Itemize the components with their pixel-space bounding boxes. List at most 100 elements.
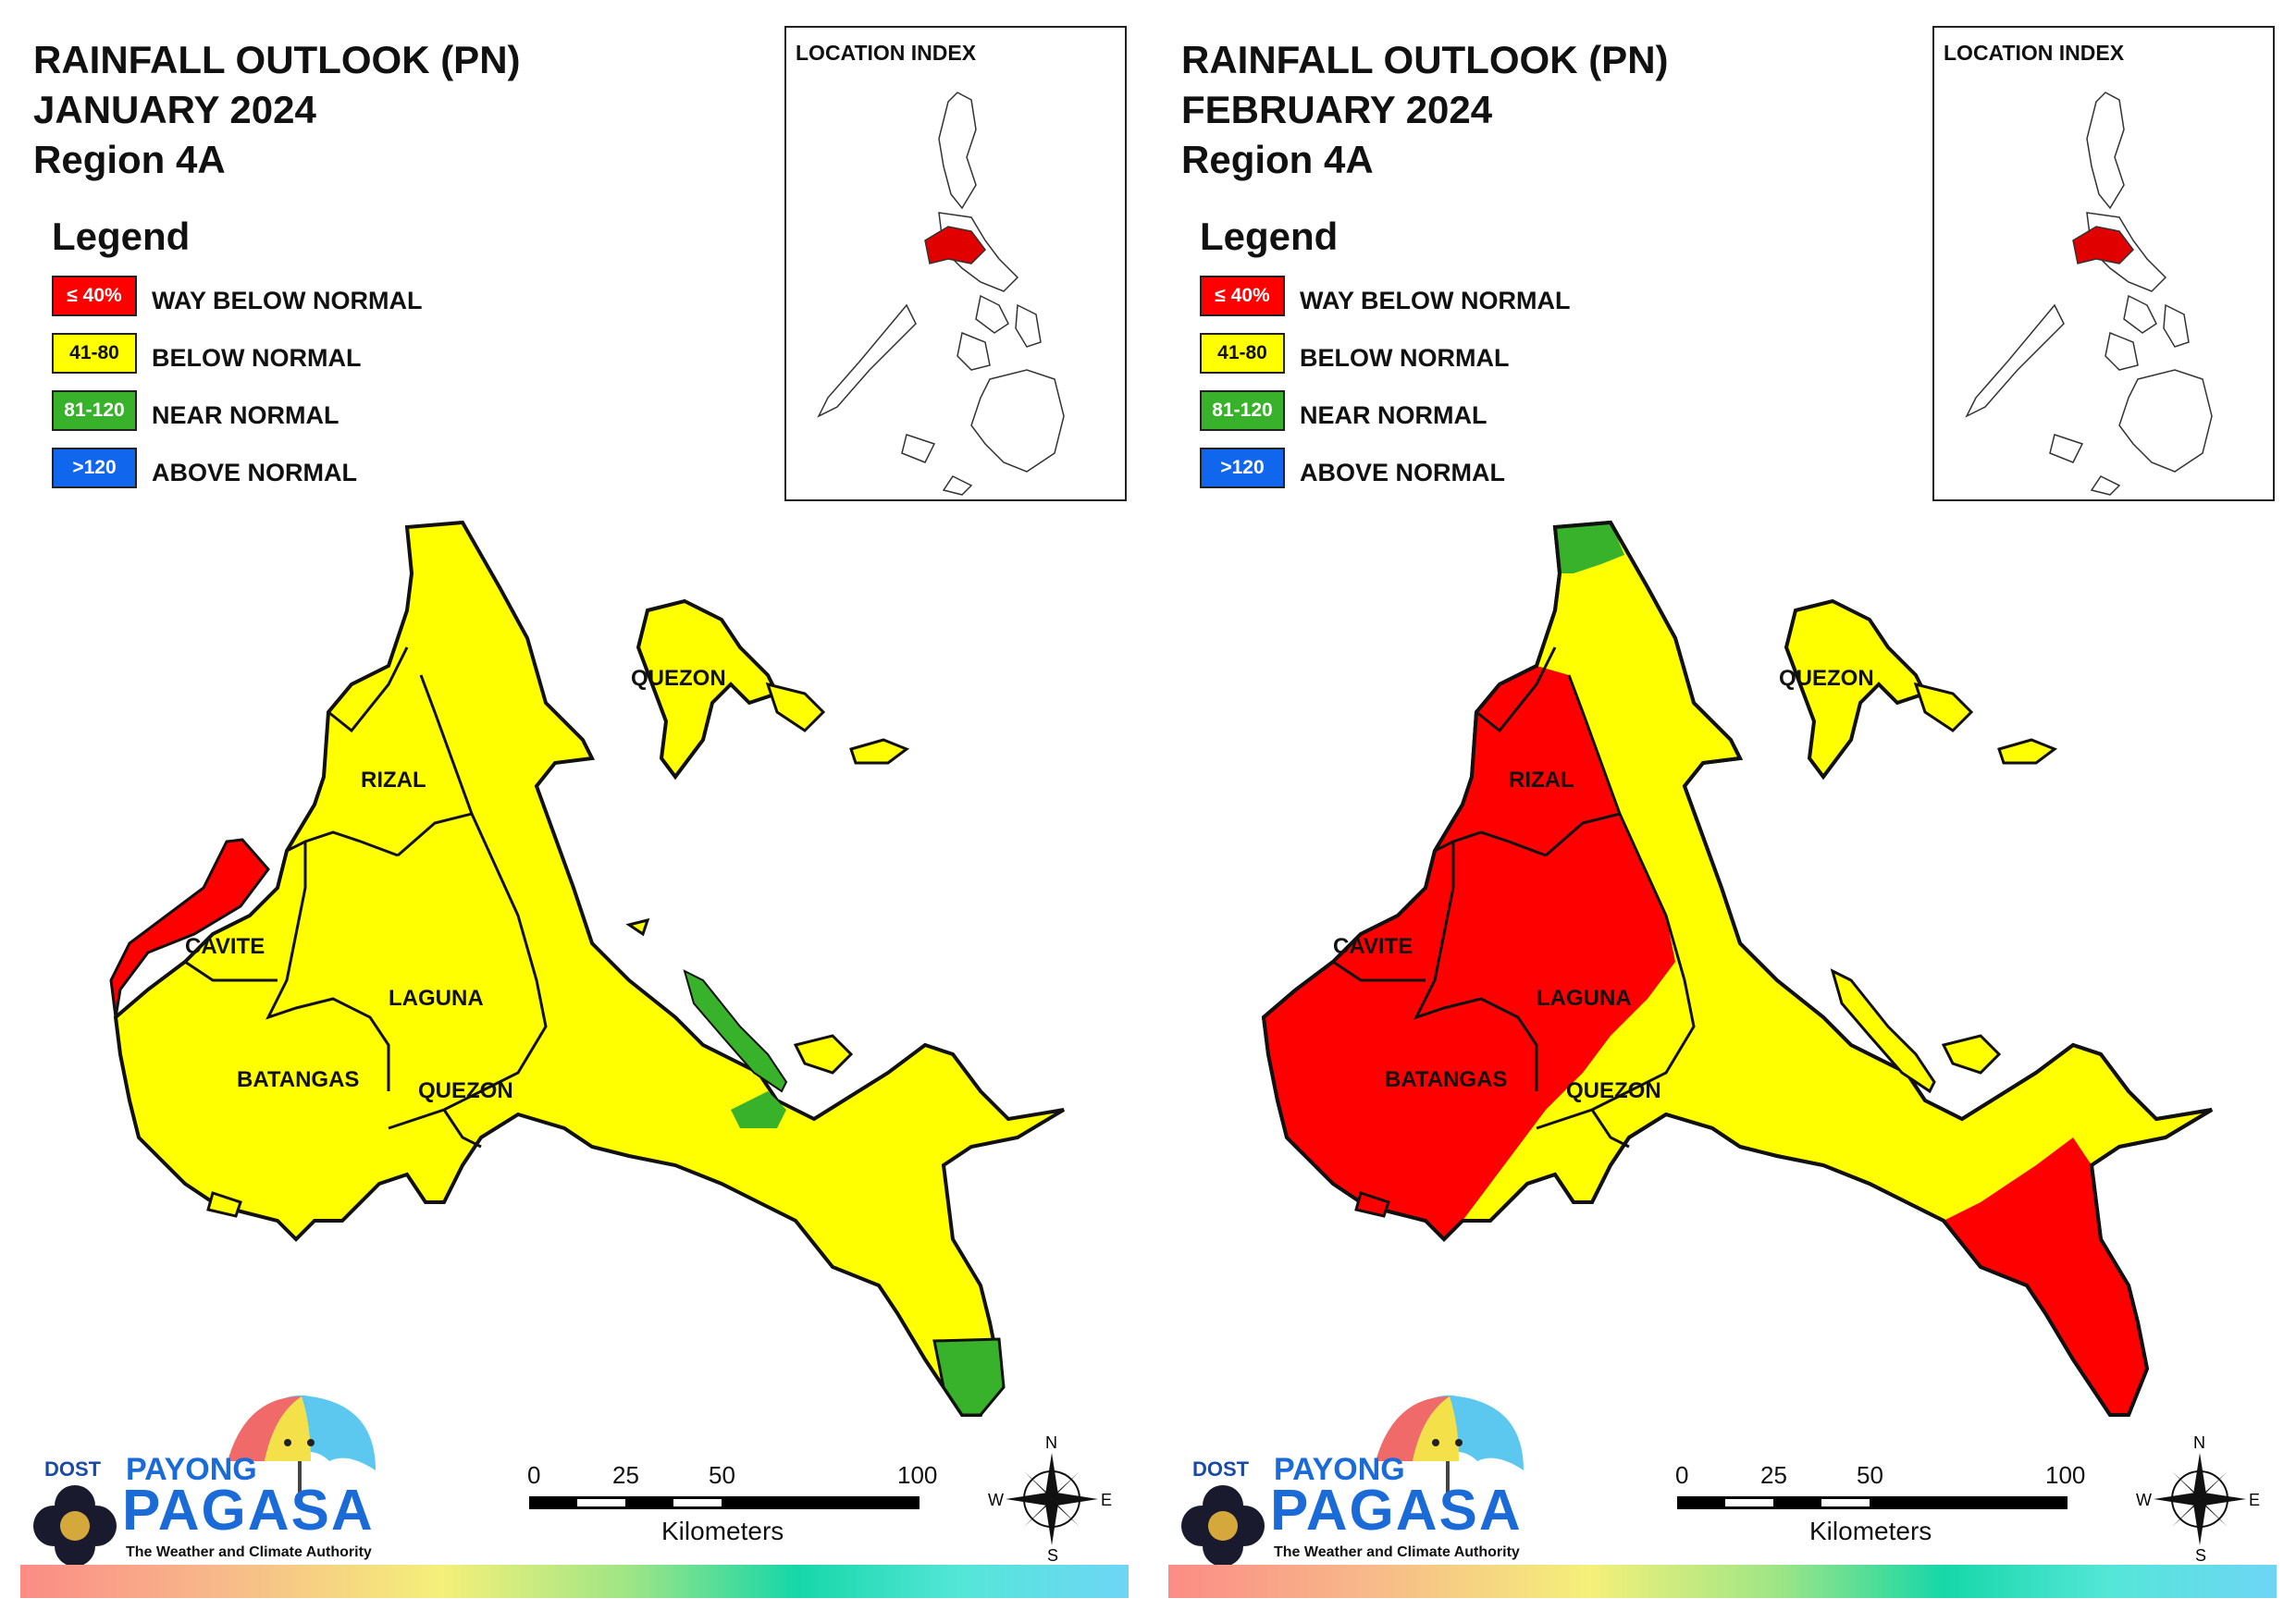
legend-title: Legend — [1200, 215, 1339, 258]
map-title: RAINFALL OUTLOOK (PN) FEBRUARY 2024 Regi… — [1181, 35, 1669, 185]
scale-tick: 50 — [709, 1461, 735, 1489]
rainfall-map-february — [1261, 520, 2214, 1417]
map-title: RAINFALL OUTLOOK (PN) JANUARY 2024 Regio… — [33, 35, 521, 185]
rainfall-map-january — [109, 520, 1066, 1417]
umbrella-icon — [1181, 1395, 1524, 1567]
near-normal-south-tip — [932, 1337, 1006, 1417]
location-index-title: LOCATION INDEX — [1944, 41, 2125, 65]
legend-label: ABOVE NORMAL — [152, 459, 357, 486]
island — [849, 738, 910, 765]
legend-swatch: 81-120 — [52, 390, 137, 431]
place-label-laguna: LAGUNA — [1537, 986, 1632, 1011]
compass-rose-icon: N S W E — [2136, 1433, 2261, 1565]
title-line-2: JANUARY 2024 — [33, 88, 316, 131]
logo-tagline: The Weather and Climate Authority — [126, 1544, 372, 1560]
legend-label: BELOW NORMAL — [152, 344, 362, 372]
compass-n: N — [1045, 1433, 1057, 1452]
compass-e: E — [2249, 1491, 2261, 1509]
scale-bar: 0 25 50 100 Kilometers — [1675, 1461, 2085, 1545]
philippines-outline-map — [817, 92, 1065, 496]
legend-item-above-normal: >120 ABOVE NORMAL — [1200, 448, 1505, 505]
scale-bar: 0 25 50 100 Kilometers — [527, 1461, 937, 1545]
legend-item-way-below-normal: ≤ 40% WAY BELOW NORMAL — [1200, 276, 1571, 333]
region-4a-highlight — [2072, 226, 2134, 264]
title-line-3: Region 4A — [33, 138, 226, 181]
scale-unit: Kilometers — [1809, 1517, 1932, 1545]
way-below-normal-west-zone — [1264, 666, 1675, 1239]
island — [765, 682, 826, 732]
place-label-quezon-north: QUEZON — [1779, 666, 1874, 691]
compass-e: E — [1101, 1491, 1113, 1509]
location-index-inset: LOCATION INDEX — [784, 26, 1127, 501]
island — [1941, 1034, 2002, 1075]
legend-label: NEAR NORMAL — [152, 401, 339, 429]
legend-label: NEAR NORMAL — [1300, 401, 1487, 429]
scale-tick: 25 — [1760, 1461, 1787, 1489]
near-normal-patch — [683, 969, 788, 1093]
place-label-cavite: CAVITE — [1333, 934, 1413, 959]
legend: Legend ≤ 40% WAY BELOW NORMAL 41-80 BELO… — [1200, 215, 1571, 505]
legend: Legend ≤ 40% WAY BELOW NORMAL 41-80 BELO… — [52, 215, 423, 505]
place-label-rizal: RIZAL — [361, 768, 426, 793]
umbrella-icon — [33, 1395, 376, 1567]
title-line-3: Region 4A — [1181, 138, 1374, 181]
color-gradient-bar — [1168, 1565, 2277, 1598]
legend-swatch: ≤ 40% — [1200, 276, 1285, 316]
cavite-way-below-normal-zone — [109, 838, 270, 1018]
island — [793, 1034, 854, 1075]
legend-item-near-normal: 81-120 NEAR NORMAL — [1200, 390, 1487, 448]
color-gradient-bar — [20, 1565, 1129, 1598]
legend-swatch: >120 — [1200, 448, 1285, 488]
logo-payong: PAYONG — [1274, 1452, 1405, 1487]
legend-item-below-normal: 41-80 BELOW NORMAL — [1200, 333, 1509, 390]
island — [1913, 682, 1974, 732]
legend-title: Legend — [52, 215, 191, 258]
legend-swatch: 41-80 — [52, 333, 137, 374]
logo-payong: PAYONG — [126, 1452, 257, 1487]
legend-label: WAY BELOW NORMAL — [152, 287, 423, 314]
place-label-quezon: QUEZON — [418, 1078, 513, 1103]
compass-s: S — [2195, 1546, 2207, 1565]
island-polillo — [1784, 598, 1928, 781]
title-line-1: RAINFALL OUTLOOK (PN) — [33, 38, 521, 81]
legend-label: ABOVE NORMAL — [1300, 459, 1505, 486]
near-normal-patch — [731, 1091, 786, 1128]
compass-w: W — [988, 1491, 1004, 1509]
philippines-outline-map — [1965, 92, 2213, 496]
place-label-batangas: BATANGAS — [237, 1067, 360, 1092]
legend-swatch: 41-80 — [1200, 333, 1285, 374]
place-label-cavite: CAVITE — [185, 934, 265, 959]
location-index-title: LOCATION INDEX — [796, 41, 977, 65]
place-label-quezon: QUEZON — [1566, 1078, 1661, 1103]
title-line-1: RAINFALL OUTLOOK (PN) — [1181, 38, 1669, 81]
logo-pagasa: PAGASA — [1270, 1479, 1523, 1543]
legend-item-below-normal: 41-80 BELOW NORMAL — [52, 333, 361, 390]
region-landmass — [113, 520, 1066, 1417]
pagasa-logo: DOST PAYONG PAGASA The Weather and Clima… — [1181, 1387, 1533, 1572]
scale-tick: 0 — [527, 1461, 541, 1489]
logo-tagline: The Weather and Climate Authority — [1274, 1544, 1520, 1560]
island — [1354, 1191, 1390, 1218]
place-label-laguna: LAGUNA — [389, 986, 484, 1011]
scale-unit: Kilometers — [661, 1517, 784, 1545]
scale-tick: 0 — [1675, 1461, 1689, 1489]
region-4a-highlight — [924, 226, 986, 264]
pagasa-logo: DOST PAYONG PAGASA The Weather and Clima… — [33, 1387, 385, 1572]
panel-january: RAINFALL OUTLOOK (PN) JANUARY 2024 Regio… — [20, 26, 1129, 1598]
place-label-rizal: RIZAL — [1509, 768, 1574, 793]
compass-n: N — [2193, 1433, 2205, 1452]
compass-rose-icon: N S W E — [988, 1433, 1113, 1565]
legend-swatch: >120 — [52, 448, 137, 488]
logo-dost: DOST — [1192, 1457, 1250, 1481]
place-label-quezon-north: QUEZON — [631, 666, 726, 691]
legend-swatch: 81-120 — [1200, 390, 1285, 431]
location-index-inset: LOCATION INDEX — [1932, 26, 2275, 501]
scale-tick: 25 — [612, 1461, 639, 1489]
island-polillo — [636, 598, 780, 781]
compass-w: W — [2136, 1491, 2152, 1509]
legend-swatch: ≤ 40% — [52, 276, 137, 316]
scale-tick: 50 — [1857, 1461, 1883, 1489]
island — [206, 1191, 242, 1218]
island — [1830, 968, 1936, 1094]
island — [625, 917, 650, 937]
